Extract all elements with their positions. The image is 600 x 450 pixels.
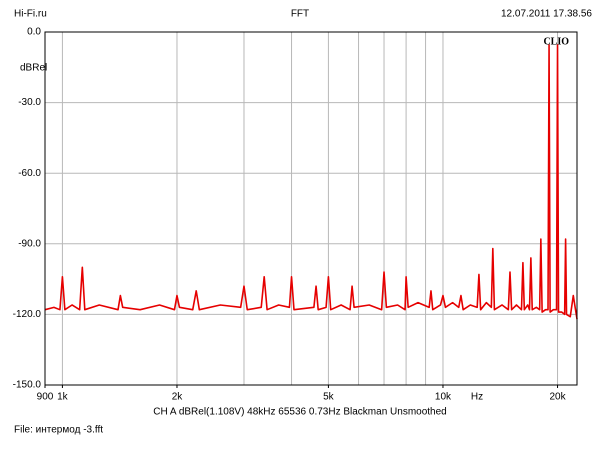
- x-tick-label: 5k: [323, 392, 335, 403]
- y-axis-label: dBRel: [20, 63, 47, 74]
- y-tick-label: -90.0: [18, 238, 41, 249]
- timestamp: 12.07.2011 17.38.56: [501, 9, 592, 20]
- x-tick-label: 10k: [435, 392, 452, 403]
- y-tick-label: -60.0: [18, 168, 41, 179]
- file-name: File: интермод -3.fft: [14, 425, 103, 436]
- y-tick-label: -120.0: [13, 309, 42, 320]
- x-axis-label: Hz: [471, 392, 483, 403]
- y-tick-label: -30.0: [18, 97, 41, 108]
- settings: CH A dBRel(1.108V) 48kHz 65536 0.73Hz Bl…: [153, 407, 447, 418]
- header-left: Hi-Fi.ru: [14, 9, 47, 20]
- x-tick-label: 1k: [57, 392, 69, 403]
- x-tick-label: 2k: [172, 392, 184, 403]
- x-tick-label: 900: [37, 392, 54, 403]
- chart-title: FFT: [291, 9, 309, 20]
- y-tick-label: 0.0: [27, 27, 41, 38]
- fft-trace: [44, 44, 578, 320]
- plot-frame: [44, 31, 578, 386]
- brand-label: CLIO: [543, 36, 569, 47]
- x-tick-label: 20k: [549, 392, 566, 403]
- y-tick-label: -150.0: [13, 380, 42, 391]
